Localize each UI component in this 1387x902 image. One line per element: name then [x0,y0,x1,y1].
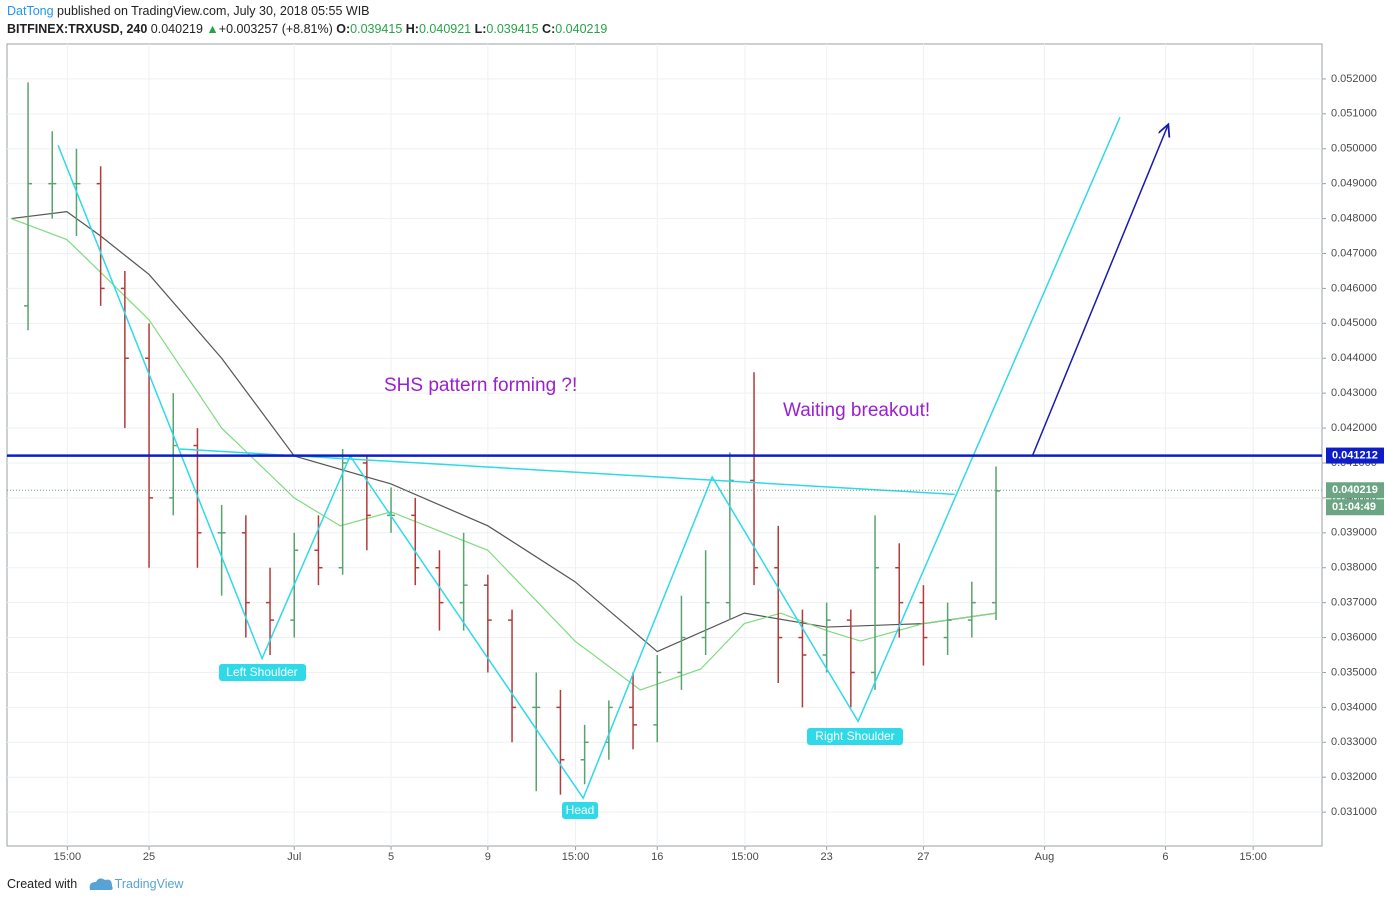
label-box [219,664,306,681]
plot-area [6,43,1323,847]
x-tick-label: 15:00 [731,851,759,863]
price-label: 0.040219 [1332,484,1378,496]
y-tick-label: 0.044000 [1331,352,1377,364]
header-line: DatTong published on TradingView.com, Ju… [7,4,370,18]
x-tick-label: 9 [485,851,491,863]
trend-line [1031,124,1168,457]
y-tick-label: 0.036000 [1331,631,1377,643]
y-tick-label: 0.038000 [1331,562,1377,574]
countdown-label: 01:04:49 [1332,501,1376,513]
h: 0.040921 [418,22,472,36]
x-tick-label: 15:00 [1239,851,1267,863]
y-tick-label: 0.047000 [1331,247,1377,259]
pattern-label: Right Shoulder [815,729,894,743]
y-tick-label: 0.039000 [1331,527,1377,539]
label-box [807,728,903,745]
annotation: Waiting breakout! [783,400,930,421]
y-tick-label: 0.033000 [1331,736,1377,748]
y-tick-label: 0.031000 [1331,806,1377,818]
c-label: C: [542,22,556,36]
symbol: BITFINEX:TRXUSD, 240 [7,22,148,36]
countdown-box [1326,499,1384,516]
published: published on TradingView.com, July 30, 2… [57,4,370,18]
x-tick-label: 6 [1162,851,1168,863]
o: 0.039415 [350,22,403,36]
annotation: SHS pattern forming ?! [384,375,577,396]
y-tick-label: 0.046000 [1331,282,1377,294]
y-tick-label: 0.048000 [1331,212,1377,224]
author: DatTong [7,4,54,18]
o-label: O: [336,22,351,36]
x-tick-label: 15:00 [562,851,590,863]
y-tick-label: 0.032000 [1331,771,1377,783]
y-tick-label: 0.045000 [1331,317,1377,329]
y-tick-label: 0.035000 [1331,666,1377,678]
x-tick-label: Jul [287,851,301,863]
x-tick-label: 27 [917,851,929,863]
marks [7,82,1322,800]
y-tick-label: 0.049000 [1331,178,1377,190]
grid [7,44,1326,850]
x-tick-label: 15:00 [54,851,82,863]
price-box [1326,482,1384,499]
pattern-label: Left Shoulder [226,665,297,679]
change: +0.003257 (+8.81%) [218,22,333,36]
hline-label: 0.041212 [1332,449,1378,461]
label-box [562,802,598,819]
y-tick-label: 0.037000 [1331,597,1377,609]
y-tick-label: 0.052000 [1331,73,1377,85]
l-label: L: [474,22,487,36]
logo [89,878,113,890]
arrow: ▲ [206,22,219,36]
footer: Created with TradingView [7,877,183,891]
y-tick-label: 0.034000 [1331,701,1377,713]
pattern-label: Head [566,803,595,817]
l: 0.039415 [486,22,539,36]
created: Created with [7,877,78,891]
hline-box [1326,447,1384,464]
moving-average [10,218,997,691]
y-tick-label: 0.050000 [1331,143,1377,155]
c: 0.040219 [555,22,608,36]
brand[interactable]: TradingView [114,877,184,891]
y-tick-label: 0.043000 [1331,387,1377,399]
last: 0.040219 [150,22,203,36]
symbol-line: BITFINEX:TRXUSD, 240 0.040219 ▲+0.003257… [7,22,607,36]
x-tick-label: 25 [143,851,155,863]
y-tick-label: 0.042000 [1331,422,1377,434]
h-label: H: [405,22,419,36]
y-tick-label: 0.051000 [1331,108,1377,120]
trend-line [57,117,1121,800]
x-tick-label: 23 [821,851,833,863]
x-tick-label: 5 [388,851,394,863]
x-tick-label: Aug [1035,851,1055,863]
x-tick-label: 16 [651,851,663,863]
